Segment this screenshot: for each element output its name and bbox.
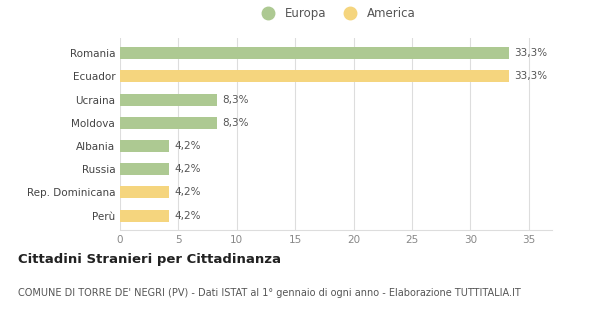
Text: 4,2%: 4,2%	[175, 211, 202, 220]
Text: 33,3%: 33,3%	[515, 71, 548, 81]
Text: 4,2%: 4,2%	[175, 141, 202, 151]
Legend: Europa, America: Europa, America	[252, 2, 420, 25]
Text: 8,3%: 8,3%	[223, 95, 249, 105]
Bar	[120, 47, 509, 59]
Text: 8,3%: 8,3%	[223, 118, 249, 128]
Text: COMUNE DI TORRE DE' NEGRI (PV) - Dati ISTAT al 1° gennaio di ogni anno - Elabora: COMUNE DI TORRE DE' NEGRI (PV) - Dati IS…	[18, 288, 521, 298]
Bar	[120, 117, 217, 129]
Text: 33,3%: 33,3%	[515, 48, 548, 58]
Bar	[120, 140, 169, 152]
Bar	[120, 70, 509, 83]
Text: 4,2%: 4,2%	[175, 188, 202, 197]
Bar	[120, 163, 169, 175]
Bar	[120, 186, 169, 198]
Text: 4,2%: 4,2%	[175, 164, 202, 174]
Text: Cittadini Stranieri per Cittadinanza: Cittadini Stranieri per Cittadinanza	[18, 253, 281, 266]
Bar	[120, 93, 217, 106]
Bar	[120, 210, 169, 222]
